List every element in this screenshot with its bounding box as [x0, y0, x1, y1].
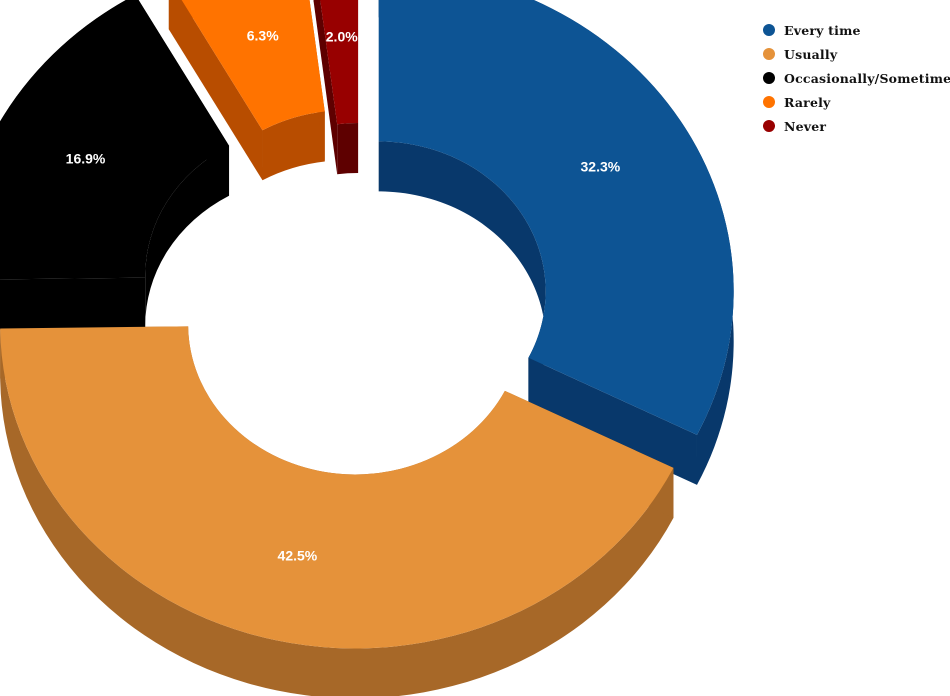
legend-label: Every time	[784, 22, 861, 38]
slice-cut-face-start-rarely	[168, 0, 263, 181]
donut-top-layer	[0, 0, 734, 649]
data-label-usually: 42.5%	[278, 548, 318, 564]
legend-label: Occasionally/Sometimes	[784, 70, 950, 86]
data-label-occasionally-sometimes: 16.9%	[66, 150, 106, 166]
slice-rarely[interactable]	[169, 0, 325, 131]
legend-item-never[interactable]: Never	[763, 114, 948, 138]
legend-swatch-every-time	[763, 24, 775, 36]
slice-every-time[interactable]	[378, 0, 734, 435]
slice-outer-wall-usually	[0, 328, 674, 696]
slice-never[interactable]	[314, 0, 359, 125]
slice-inner-wall-every-time	[378, 141, 546, 408]
slice-occasionally-sometimes[interactable]	[0, 0, 230, 280]
donut-label-layer: 32.3% 42.5% 16.9% 6.3% 2.0%	[66, 28, 621, 564]
legend-label: Usually	[784, 46, 838, 62]
legend-swatch-occasionally	[763, 72, 775, 84]
legend-label: Rarely	[784, 94, 831, 110]
slice-inner-wall-rarely	[262, 111, 325, 181]
legend-swatch-usually	[763, 48, 775, 60]
data-label-rarely: 6.3%	[247, 28, 279, 44]
legend-item-occasionally[interactable]: Occasionally/Sometimes	[763, 66, 950, 90]
legend-item-usually[interactable]: Usually	[763, 42, 948, 66]
slice-cut-face-start-occasionally-sometimes	[0, 277, 146, 330]
slice-inner-wall-occasionally-sometimes	[145, 145, 230, 328]
slice-inner-wall-never	[337, 123, 359, 175]
data-label-never: 2.0%	[326, 29, 358, 45]
legend-item-every-time[interactable]: Every time	[763, 18, 948, 42]
legend-swatch-rarely	[763, 96, 775, 108]
slice-usually[interactable]	[0, 326, 674, 649]
legend-swatch-never	[763, 120, 775, 132]
chart-legend: Every time Usually Occasionally/Sometime…	[763, 18, 950, 138]
slice-cut-face-end-every-time	[528, 357, 697, 485]
legend-label: Never	[784, 118, 827, 134]
legend-item-rarely[interactable]: Rarely	[763, 90, 948, 114]
data-label-every-time: 32.3%	[581, 158, 621, 174]
slice-cut-face-start-never	[313, 0, 338, 175]
